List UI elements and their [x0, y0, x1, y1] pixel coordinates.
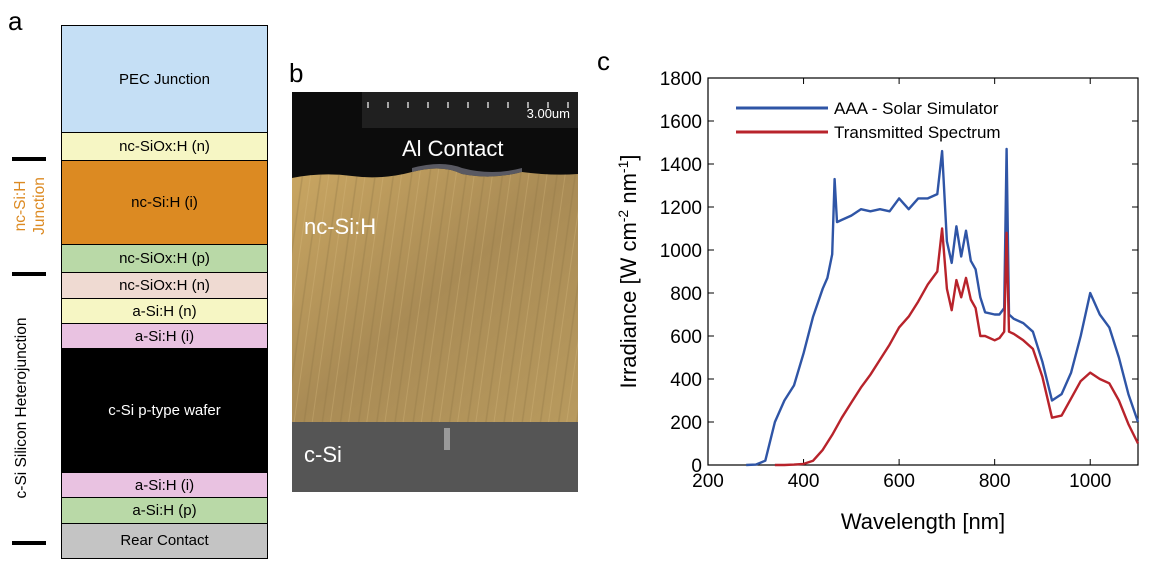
y-tick-label: 1200 [660, 198, 702, 219]
junction-divider-top [12, 157, 46, 161]
layer-stack: PEC Junction nc-SiOx:H (n) nc-Si:H (i) nc-S… [61, 24, 268, 559]
layer-8: a-Si:H (i) [61, 471, 268, 499]
layer-7: c-Si p-type wafer [61, 348, 268, 473]
y-axis-label-part: -1 [615, 160, 631, 173]
layer-6: a-Si:H (i) [61, 322, 268, 350]
layer-1: nc-SiOx:H (n) [61, 132, 268, 161]
nc-junction-label-line2: Junction [31, 177, 48, 235]
y-axis-label-part: Irradiance [W cm [616, 222, 641, 388]
layer-0: PEC Junction [61, 24, 268, 134]
y-tick-label: 1800 [660, 69, 702, 90]
panel-b-letter: b [289, 58, 304, 88]
sem-image: 3.00um Al Contact nc-Si:H c-Si [292, 92, 578, 492]
y-tick-label: 1600 [660, 112, 702, 133]
y-tick-label: 600 [670, 327, 702, 348]
sem-label-al-contact: Al Contact [402, 136, 504, 161]
y-tick-label: 200 [670, 413, 702, 434]
nc-junction-label-line1: nc-Si:H [12, 180, 29, 232]
x-axis-label: Wavelength [nm] [841, 509, 1005, 534]
layer-9: a-Si:H (p) [61, 497, 268, 524]
layer-3: nc-SiOx:H (p) [61, 244, 268, 273]
layer-10: Rear Contact [61, 522, 268, 559]
y-tick-label: 1400 [660, 155, 702, 176]
sem-label-ncsi: nc-Si:H [304, 214, 377, 239]
x-tick-label: 600 [883, 471, 915, 492]
x-tick-label: 1000 [1069, 471, 1111, 492]
csi-junction-label: c-Si Silicon Heterojunction [13, 317, 30, 499]
legend-label-1: Transmitted Spectrum [834, 123, 1001, 142]
series-line-1 [774, 227, 1140, 467]
plot-frame [707, 77, 1139, 466]
y-tick-label: 0 [691, 456, 702, 477]
layer-4: nc-SiOx:H (n) [61, 271, 268, 300]
x-tick-label: 800 [979, 471, 1011, 492]
panel-a-letter: a [8, 6, 23, 36]
sem-cross-section [292, 92, 578, 492]
y-axis-label-part: ] [616, 155, 641, 161]
layer-5: a-Si:H (n) [61, 298, 268, 324]
layer-2: nc-Si:H (i) [61, 159, 268, 246]
x-tick-label: 200 [692, 471, 724, 492]
irradiance-chart: 200 400 600 800 1000020040060080010001200140… [615, 69, 1140, 534]
series-line-0 [746, 147, 1140, 467]
y-tick-label: 400 [670, 370, 702, 391]
junction-divider-middle [12, 272, 46, 276]
y-tick-label: 800 [670, 284, 702, 305]
y-axis-label-part: nm [616, 173, 641, 210]
sem-scale-bar-label: 3.00um [526, 106, 570, 121]
legend-label-0: AAA - Solar Simulator [834, 99, 999, 118]
junction-divider-bottom [12, 541, 46, 545]
panel-c-letter: c [597, 46, 610, 76]
nc-junction-label: nc-Si:H Junction [11, 151, 51, 261]
y-axis-label-part: -2 [615, 210, 631, 223]
y-axis-label: Irradiance [W cm-2 nm-1] [615, 155, 641, 389]
x-tick-label: 400 [788, 471, 820, 492]
sem-label-csi: c-Si [304, 442, 342, 467]
y-tick-label: 1000 [660, 241, 702, 262]
